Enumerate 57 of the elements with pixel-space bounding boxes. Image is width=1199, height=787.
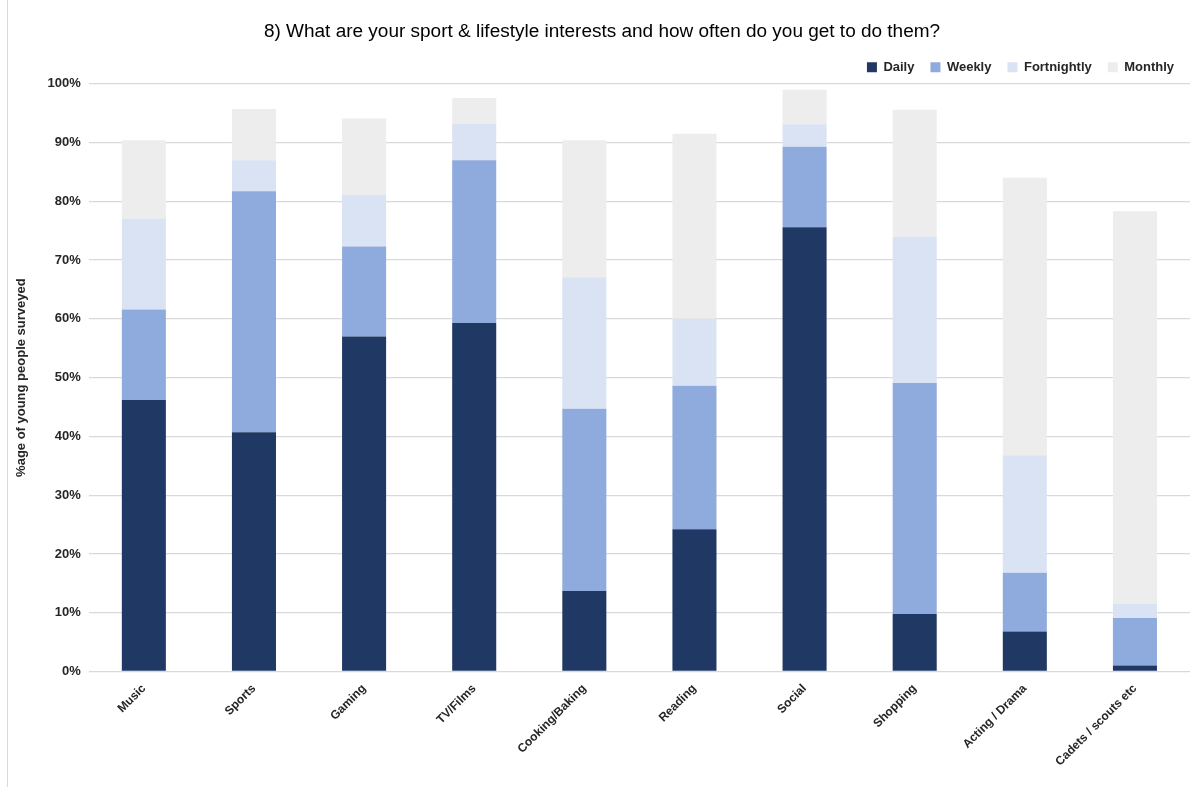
bar <box>562 140 607 278</box>
bar <box>672 133 717 319</box>
bar <box>1112 211 1157 604</box>
chart-title: 8) What are your sport & lifestyle interests and how often do you get to do them? <box>263 19 941 41</box>
bar <box>452 322 497 671</box>
bar <box>1002 572 1047 632</box>
bar <box>1112 603 1157 618</box>
bar <box>121 399 166 671</box>
bar <box>1002 177 1047 456</box>
y-tick-label: 10% <box>54 604 82 620</box>
bar <box>1002 455 1047 573</box>
y-tick-label: 70% <box>54 251 82 267</box>
bar <box>342 118 387 195</box>
bar <box>782 227 827 671</box>
bar <box>562 590 607 671</box>
bar <box>672 318 717 386</box>
bar <box>1112 618 1157 666</box>
bar <box>231 160 276 192</box>
bar <box>1002 631 1047 671</box>
y-tick-label: 20% <box>54 545 82 561</box>
bar <box>892 382 937 614</box>
bar <box>562 277 607 409</box>
bar <box>342 336 387 671</box>
bar <box>342 194 387 247</box>
bar <box>121 140 166 219</box>
bar <box>562 408 607 591</box>
legend-label: Monthly <box>1124 58 1175 74</box>
legend-label: Daily <box>883 58 916 74</box>
y-tick-label: 0% <box>62 663 82 679</box>
bar <box>672 385 717 530</box>
bar <box>342 246 387 337</box>
bar <box>1112 665 1157 671</box>
y-tick-label: 80% <box>54 192 82 208</box>
y-tick-label: 50% <box>54 369 82 385</box>
bar <box>452 123 497 161</box>
bar <box>452 97 497 124</box>
legend-label: Weekly <box>946 58 993 74</box>
y-tick-label: 40% <box>54 427 82 443</box>
bar <box>782 89 827 125</box>
y-tick-label: 100% <box>47 75 82 91</box>
bar <box>231 109 276 161</box>
y-axis-title: %age of young people surveyed <box>13 278 29 477</box>
bar <box>452 160 497 323</box>
y-tick-label: 90% <box>54 134 82 150</box>
bar <box>782 124 827 147</box>
bar <box>121 218 166 310</box>
bar <box>231 191 276 433</box>
bar <box>892 613 937 671</box>
y-tick-label: 60% <box>54 310 82 326</box>
bar <box>892 236 937 383</box>
bar <box>892 109 937 237</box>
bar <box>672 529 717 671</box>
bar <box>231 432 276 671</box>
legend-label: Fortnightly <box>1023 58 1093 74</box>
bar <box>121 309 166 400</box>
bar <box>782 146 827 228</box>
y-tick-label: 30% <box>54 486 82 502</box>
